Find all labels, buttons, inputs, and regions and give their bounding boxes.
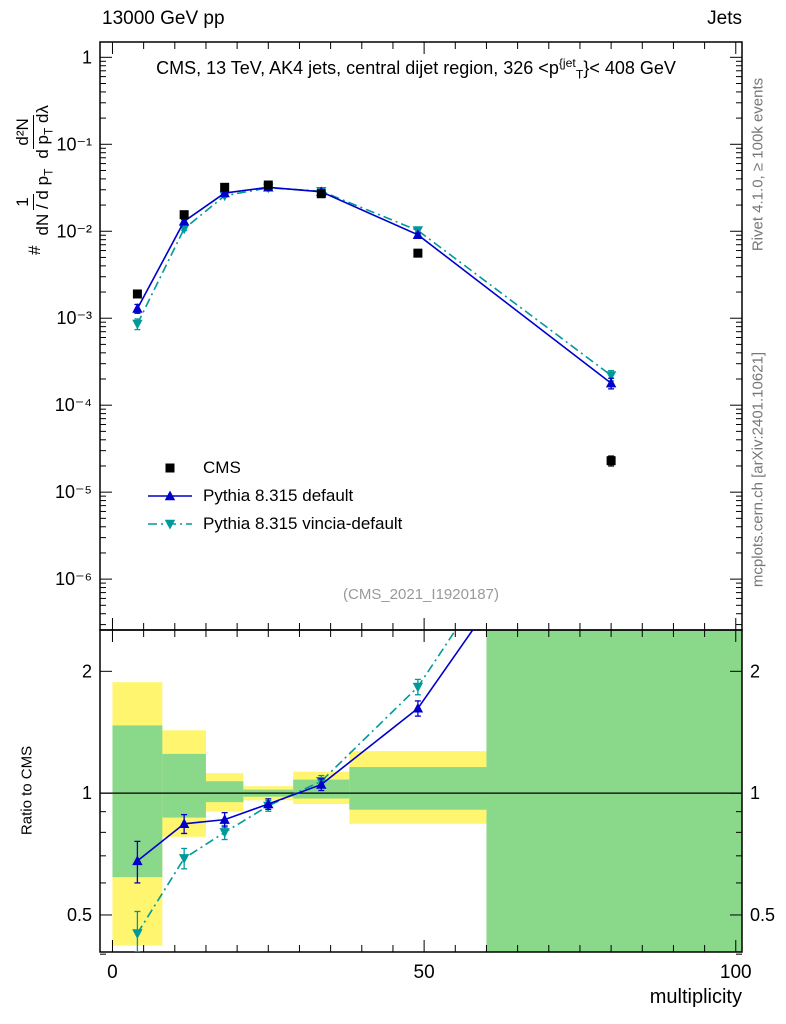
pythia-default-marker-icon: [148, 490, 192, 501]
tick-labels: 1 10⁻¹ 10⁻² 10⁻³ 10⁻⁴ 10⁻⁵ 10⁻⁶ 0.5 0.5 1 1 2 2 0 50 10…: [55, 47, 775, 983]
main-y-axis-title: # 1 dN / d pT d²N d pT dλ: [12, 20, 58, 340]
plot-title: CMS, 13 TeV, AK4 jets, central dijet reg…: [90, 56, 742, 82]
analysis-group-label: Jets: [707, 8, 742, 29]
legend-item-cms: CMS: [146, 458, 402, 478]
axis-ticks: [100, 42, 742, 955]
svg-text:100: 100: [720, 962, 752, 983]
svg-text:10⁻⁶: 10⁻⁶: [55, 569, 92, 589]
svg-text:0: 0: [107, 962, 118, 983]
svg-text:2: 2: [82, 661, 92, 681]
svg-text:10⁻⁵: 10⁻⁵: [55, 482, 92, 502]
mcplots-watermark: mcplots.cern.ch [arXiv:2401.10621]: [749, 351, 767, 588]
legend-item-pythia-default: Pythia 8.315 default: [146, 486, 402, 506]
svg-text:2: 2: [750, 661, 760, 681]
legend: CMS Pythia 8.315 default Pythia 8.315 vi…: [146, 458, 402, 534]
svg-text:50: 50: [414, 962, 435, 983]
analysis-id-watermark: (CMS_2021_I1920187): [343, 586, 499, 603]
ylabel-hash: #: [25, 245, 44, 255]
legend-label-pythia-default: Pythia 8.315 default: [203, 486, 354, 505]
ratio-y-axis-title: Ratio to CMS: [18, 745, 36, 836]
rivet-version-watermark: Rivet 4.1.0, ≥ 100k events: [749, 77, 767, 252]
x-axis-title: multiplicity: [649, 986, 742, 1008]
svg-text:10⁻³: 10⁻³: [56, 308, 92, 328]
ylabel-fraction-1: 1 dN / d pT: [13, 168, 56, 236]
svg-text:0.5: 0.5: [750, 905, 775, 925]
ratio-panel-series: [132, 630, 474, 952]
pythia-vincia-marker-icon: [148, 519, 192, 530]
main-panel-series: [132, 180, 617, 467]
plot-title-post: }< 408 GeV: [583, 58, 676, 78]
main-panel-frame: [99, 41, 743, 631]
legend-label-pythia-vincia: Pythia 8.315 vincia-default: [203, 514, 403, 533]
svg-text:1: 1: [82, 47, 92, 67]
svg-text:10⁻¹: 10⁻¹: [56, 134, 92, 154]
plot-title-sup: {jet: [558, 56, 576, 70]
legend-item-pythia-vincia: Pythia 8.315 vincia-default: [146, 514, 402, 534]
plot-title-sub: T: [575, 67, 584, 82]
svg-text:10⁻⁴: 10⁻⁴: [55, 395, 92, 415]
cms-square-marker-icon: [165, 463, 175, 473]
legend-label-cms: CMS: [203, 458, 241, 477]
ratio-panel-frame: [99, 629, 743, 953]
ratio-uncertainty-bands: [112, 630, 742, 952]
svg-text:1: 1: [82, 783, 92, 803]
beam-energy-label: 13000 GeV pp: [102, 8, 225, 29]
plot-title-text: CMS, 13 TeV, AK4 jets, central dijet reg…: [156, 58, 559, 78]
svg-text:1: 1: [750, 783, 760, 803]
svg-text:0.5: 0.5: [67, 905, 92, 925]
ylabel-fraction-2: d²N d pT dλ: [13, 105, 56, 159]
svg-text:10⁻²: 10⁻²: [56, 221, 92, 241]
